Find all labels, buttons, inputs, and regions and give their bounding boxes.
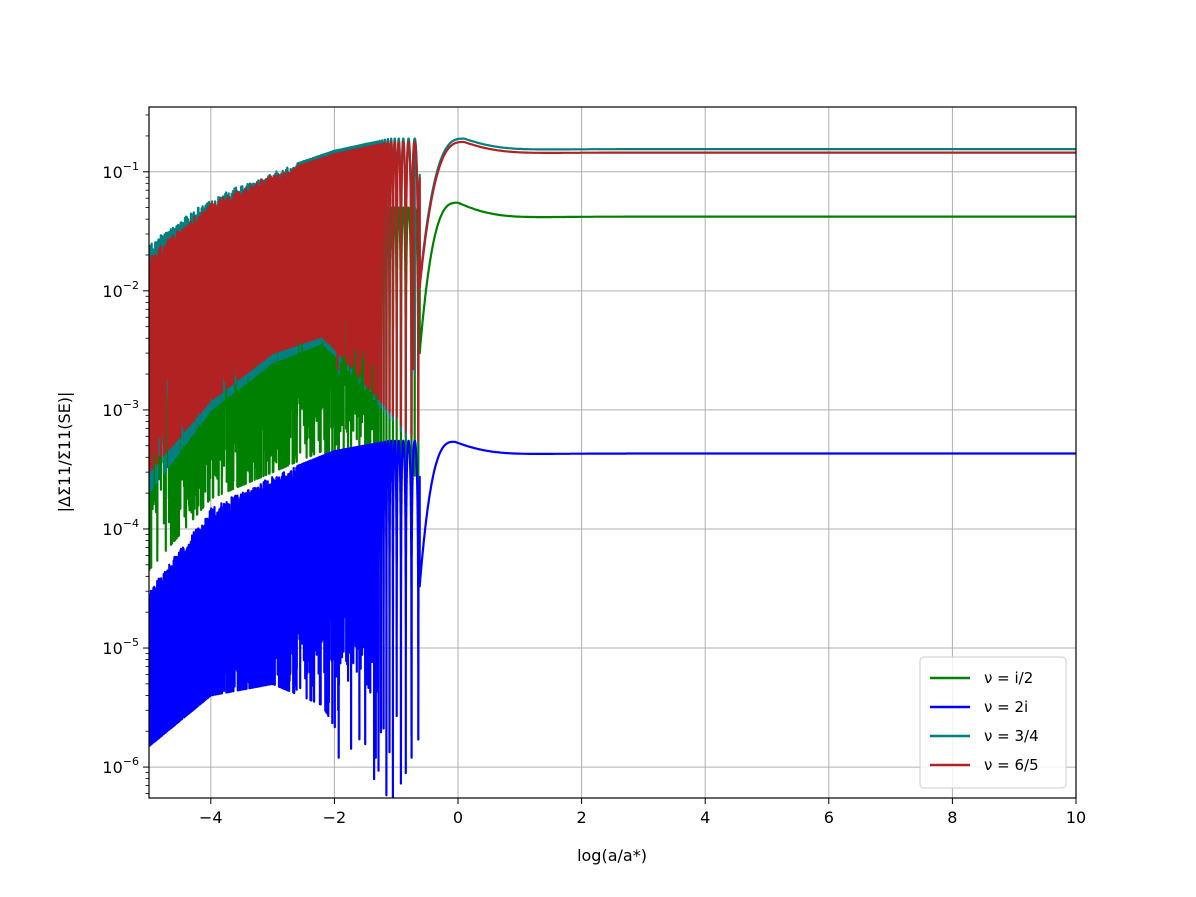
y-tick-label: 10−1 (102, 160, 139, 182)
legend-label: ν = 6/5 (984, 756, 1039, 774)
x-tick-label: 0 (453, 808, 463, 827)
series-layer (149, 137, 1076, 798)
tick-labels: −4 −2 0 2 4 6 8 10 10−6 10−5 10−4 10−3 10−2 10−1 (102, 160, 1086, 827)
legend-label: ν = 2i (984, 698, 1028, 716)
plot-frame (148, 106, 1077, 799)
x-tick-label: −2 (323, 808, 347, 827)
x-tick-label: 4 (700, 808, 710, 827)
legend-label: ν = i/2 (984, 669, 1033, 687)
x-tick-label: 2 (577, 808, 587, 827)
y-axis-label: |ΔΣ11/Σ11(SE)| (55, 392, 74, 513)
y-tick-label: 10−2 (102, 279, 139, 301)
ticks (143, 114, 1077, 804)
y-tick-label: 10−6 (102, 755, 139, 777)
y-tick-label: 10−5 (102, 636, 139, 658)
x-tick-label: −4 (199, 808, 223, 827)
x-tick-label: 6 (824, 808, 834, 827)
legend-frame (919, 656, 1067, 789)
y-tick-label: 10−4 (102, 517, 139, 539)
legend-label: ν = 3/4 (984, 727, 1039, 745)
x-axis-label: log(a/a*) (577, 846, 647, 865)
x-tick-label: 8 (947, 808, 957, 827)
y-tick-label: 10−3 (102, 398, 139, 420)
series-line-4 (149, 140, 1076, 473)
legend: ν = i/2 ν = 2i ν = 3/4 ν = 6/5 (919, 656, 1067, 789)
x-tick-label: 10 (1066, 808, 1086, 827)
series-line-2 (149, 439, 1076, 798)
